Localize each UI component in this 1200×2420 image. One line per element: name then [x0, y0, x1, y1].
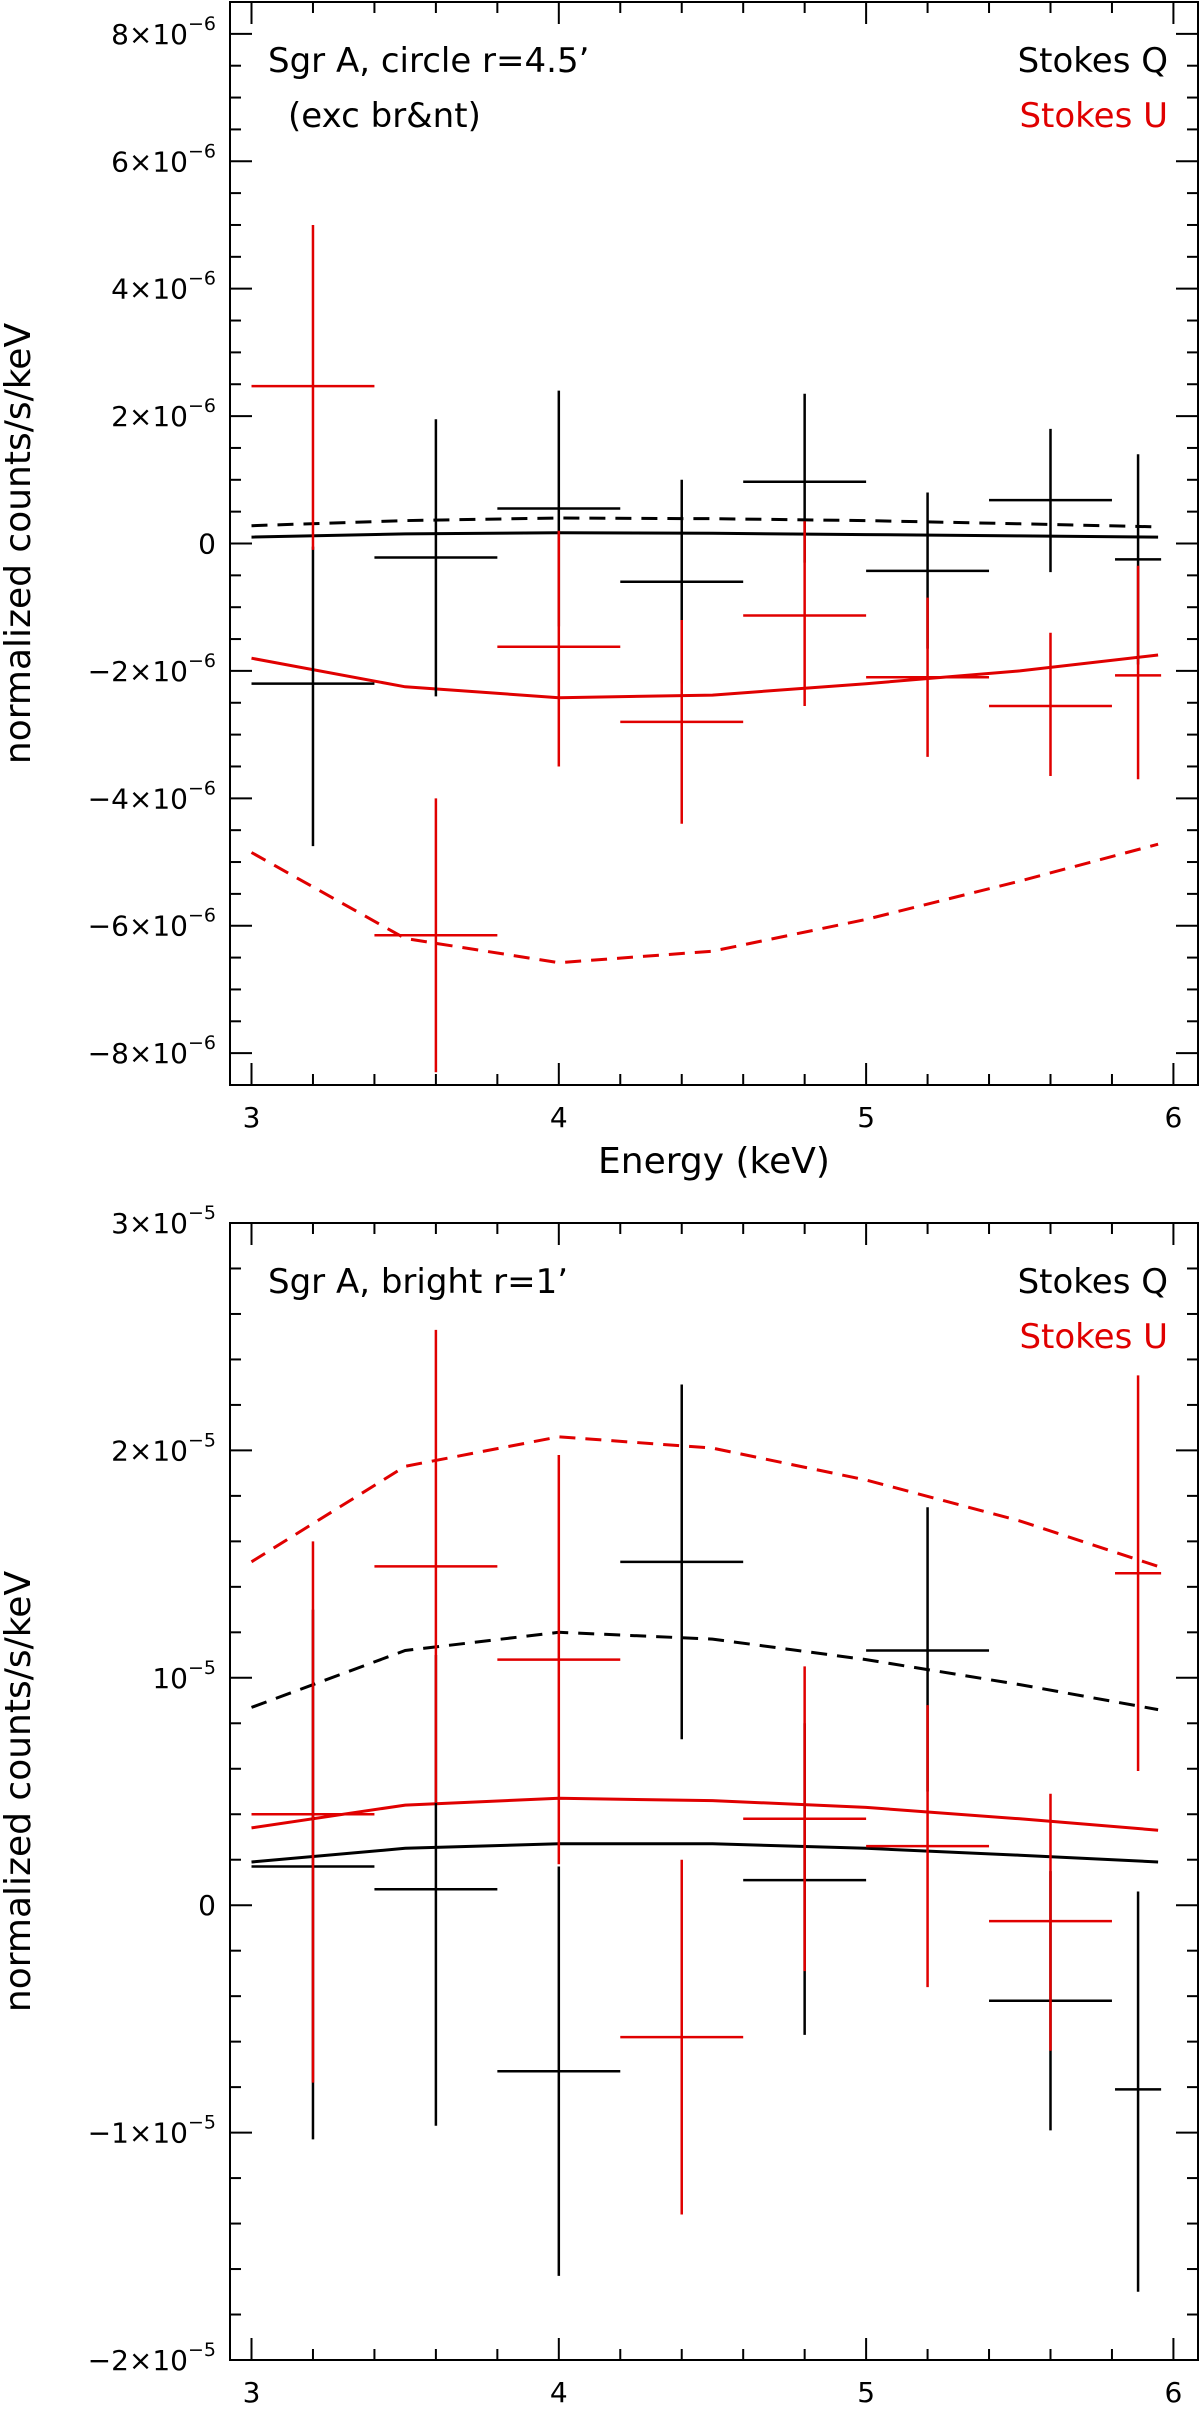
data-point-stokes-q: [989, 428, 1112, 573]
data-point-stokes-u: [989, 632, 1112, 777]
y-tick-mantissa: −2×10: [88, 2344, 188, 2377]
y-axis-title: normalized counts/s/keV: [0, 1571, 39, 2013]
model-curve-dashed-stokes-u: [250, 1435, 1159, 1568]
model-curve-solid-stokes-u: [251, 1796, 1159, 1832]
y-tick-label: 6×10−6: [111, 140, 216, 178]
x-tick-label: 4: [550, 2376, 568, 2409]
data-point-stokes-q: [1115, 1891, 1162, 2292]
y-tick-exponent: −5: [188, 2339, 216, 2361]
data-point-stokes-u: [743, 521, 867, 706]
x-tick-label: 3: [243, 2376, 261, 2409]
y-tick-mantissa: 2×10: [111, 400, 188, 433]
legend-entry-stokes-q: Stokes Q: [1018, 1262, 1168, 1302]
y-tick-label: 4×10−6: [111, 268, 216, 306]
legend-entry-stokes-u: Stokes U: [1019, 1317, 1168, 1357]
y-tick-label: 8×10−6: [111, 13, 216, 51]
data-point-stokes-u: [374, 798, 498, 1073]
data-point-stokes-q: [497, 1866, 621, 2276]
model-curve-solid-stokes-u: [251, 653, 1159, 700]
model-curve-solid-stokes-q: [251, 531, 1159, 539]
y-tick-exponent: −5: [188, 1657, 216, 1679]
data-point-stokes-u: [1115, 1375, 1162, 1772]
y-tick-label: −4×10−6: [88, 777, 216, 815]
data-point-stokes-u: [866, 1705, 990, 1988]
panel-annotation: Sgr A, bright r=1’: [268, 1262, 568, 1302]
data-point-stokes-u: [251, 1541, 375, 2083]
y-tick-mantissa: 4×10: [111, 273, 188, 306]
y-tick-mantissa: −8×10: [88, 1037, 188, 1070]
y-tick-mantissa: −2×10: [88, 655, 188, 688]
y-tick-exponent: −6: [188, 905, 216, 927]
data-point-stokes-u: [497, 530, 621, 767]
data-point-stokes-q: [251, 546, 375, 847]
model-curve-solid-stokes-q: [251, 1842, 1159, 1864]
data-point-stokes-u: [989, 1793, 1112, 2051]
y-tick-exponent: −5: [188, 2112, 216, 2134]
data-point-stokes-u: [743, 1666, 867, 1972]
y-tick-mantissa: 3×10: [111, 1207, 188, 1240]
y-tick-exponent: −6: [188, 13, 216, 35]
y-tick-mantissa: 6×10: [111, 145, 188, 178]
y-tick-exponent: −6: [188, 395, 216, 417]
top-panel-stokes-qu-circle: 3 4 5 6−8×10−6−6×10−6−4×10−6−2×10−602×10−64…: [0, 1, 1199, 1182]
data-point-stokes-u: [1115, 565, 1162, 780]
data-point-stokes-u: [620, 619, 744, 824]
y-tick-mantissa: −1×10: [88, 2117, 188, 2150]
model-curve-dashed-stokes-u: [250, 842, 1159, 965]
y-tick-label: −2×10−6: [88, 650, 216, 688]
y-tick-exponent: −6: [188, 140, 216, 162]
x-tick-label: 5: [857, 2376, 875, 2409]
y-tick-mantissa: 0: [198, 528, 216, 561]
data-point-stokes-u: [251, 224, 375, 550]
y-tick-label: 10−5: [152, 1657, 216, 1695]
y-tick-exponent: −5: [188, 1429, 216, 1451]
y-tick-label: 2×10−6: [111, 395, 216, 433]
data-point-stokes-q: [620, 1384, 744, 1740]
data-point-stokes-u: [866, 597, 990, 757]
y-tick-mantissa: −4×10: [88, 782, 188, 815]
data-point-stokes-u: [374, 1329, 498, 1803]
y-tick-mantissa: 8×10: [111, 18, 188, 51]
y-tick-exponent: −6: [188, 777, 216, 799]
x-axis-title: Energy (keV): [598, 1141, 830, 1182]
data-point-stokes-u: [497, 1454, 621, 1865]
y-tick-label: −1×10−5: [88, 2112, 216, 2150]
data-point-stokes-u: [620, 1859, 744, 2215]
y-tick-label: −2×10−5: [88, 2339, 216, 2377]
y-tick-label: −8×10−6: [88, 1032, 216, 1070]
model-curve-dashed-stokes-q: [251, 516, 1159, 529]
y-tick-label: −6×10−6: [88, 905, 216, 943]
x-tick-label: 4: [550, 1101, 568, 1134]
data-point-stokes-q: [374, 419, 498, 697]
panel-annotation: (exc br&nt): [288, 96, 481, 136]
y-tick-exponent: −6: [188, 1032, 216, 1054]
y-tick-label: 0: [198, 528, 216, 561]
y-tick-mantissa: 10: [152, 1662, 188, 1695]
model-curve-dashed-stokes-q: [250, 1630, 1159, 1712]
y-tick-label: 3×10−5: [111, 1202, 216, 1240]
y-axis-title: normalized counts/s/keV: [0, 323, 39, 765]
y-tick-mantissa: 0: [198, 1889, 216, 1922]
y-tick-label: 0: [198, 1889, 216, 1922]
x-tick-label: 5: [857, 1101, 875, 1134]
y-tick-exponent: −6: [188, 650, 216, 672]
legend-entry-stokes-q: Stokes Q: [1018, 41, 1168, 81]
y-tick-label: 2×10−5: [111, 1429, 216, 1467]
y-tick-mantissa: 2×10: [111, 1434, 188, 1467]
x-tick-label: 6: [1165, 1101, 1183, 1134]
panel-annotation: Sgr A, circle r=4.5’: [268, 41, 589, 81]
legend-entry-stokes-u: Stokes U: [1019, 96, 1168, 136]
bottom-panel-stokes-qu-bright: 3456−2×10−5−1×10−5010−52×10−53×10−5Energ…: [0, 1202, 1199, 2420]
x-axis-title: Energy (keV): [598, 2416, 830, 2420]
y-tick-exponent: −6: [188, 268, 216, 290]
plot-frame: [229, 1222, 1199, 2361]
x-tick-label: 6: [1165, 2376, 1183, 2409]
y-tick-mantissa: −6×10: [88, 910, 188, 943]
x-tick-label: 3: [243, 1101, 261, 1134]
y-tick-exponent: −5: [188, 1202, 216, 1224]
